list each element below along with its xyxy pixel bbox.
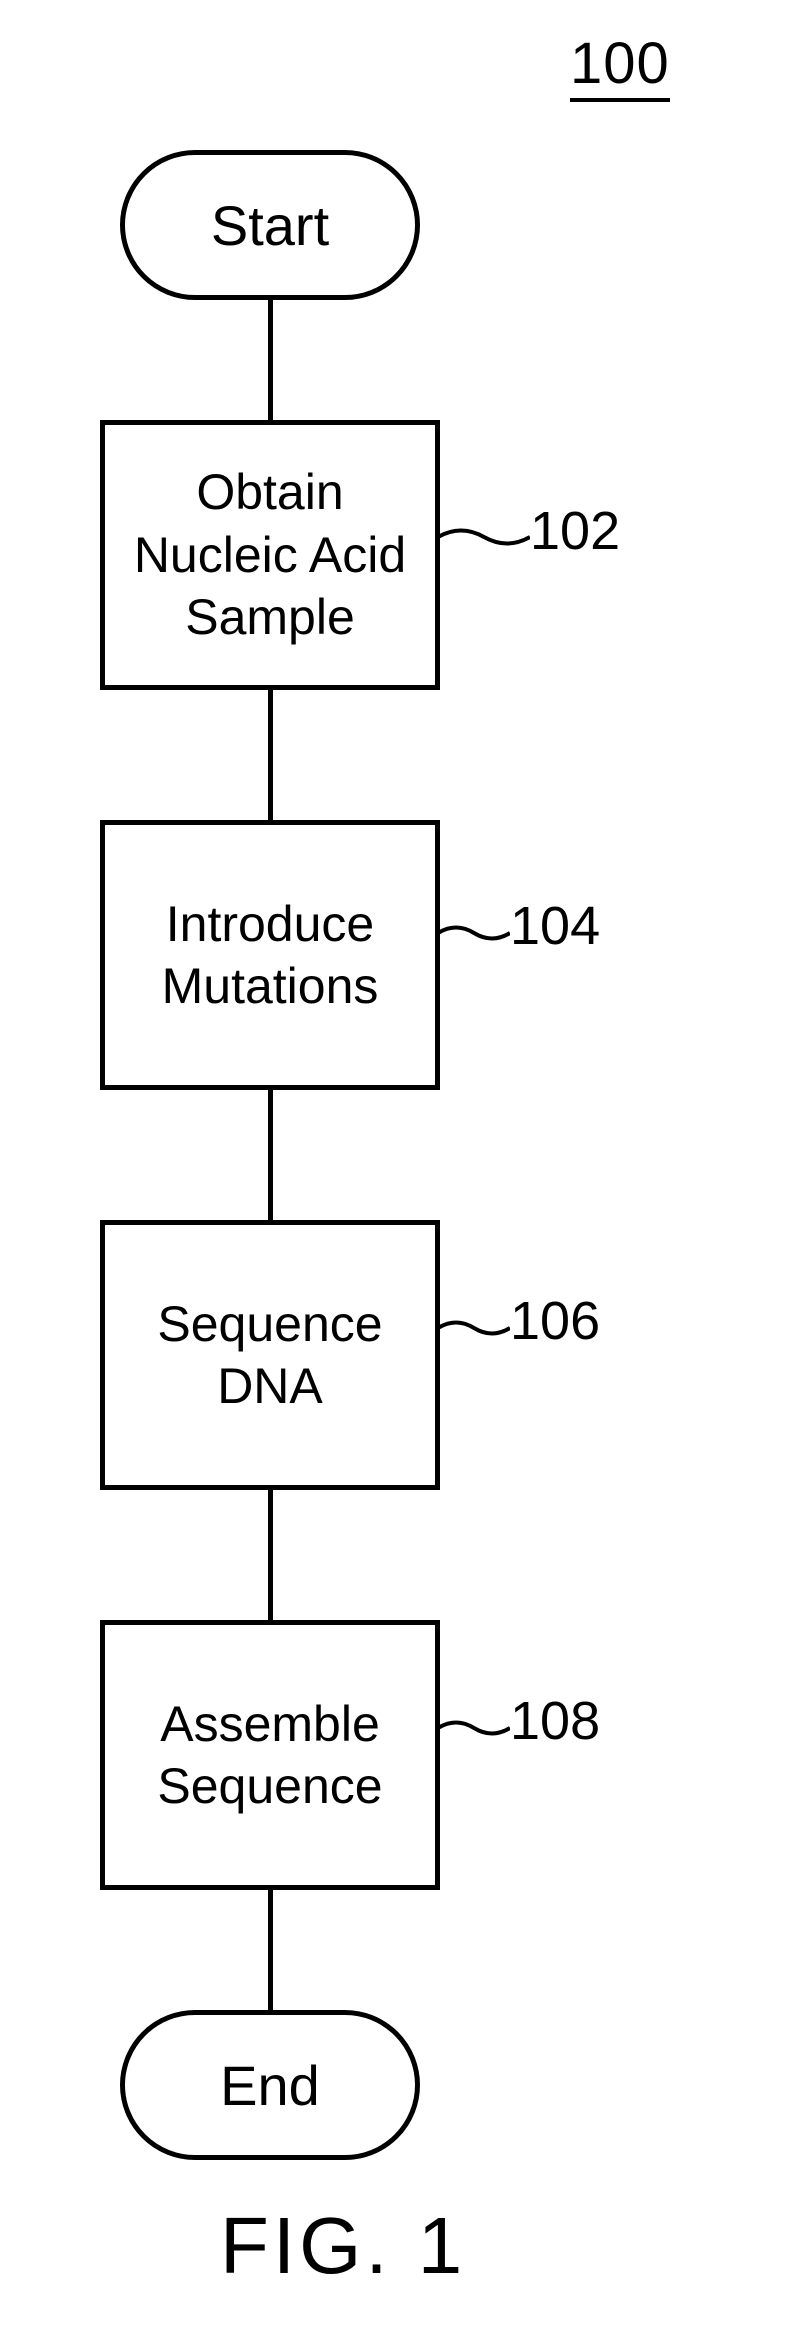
end-label: End xyxy=(220,2053,320,2118)
step4-line1: Assemble xyxy=(160,1696,380,1752)
ref-label-108: 108 xyxy=(510,1690,600,1752)
process-step-4: Assemble Sequence xyxy=(100,1620,440,1890)
step3-line2: DNA xyxy=(217,1358,323,1414)
ref-label-106: 106 xyxy=(510,1290,600,1352)
figure-number-text: 100 xyxy=(570,31,670,102)
squiggle-icon xyxy=(438,1715,510,1741)
figure-caption: FIG. 1 xyxy=(220,2200,466,2292)
ref-label-102: 102 xyxy=(530,500,620,562)
squiggle-icon xyxy=(438,920,510,946)
process-step-1: Obtain Nucleic Acid Sample xyxy=(100,420,440,690)
process-step-3: Sequence DNA xyxy=(100,1220,440,1490)
start-label: Start xyxy=(211,193,329,258)
step1-line1: Obtain xyxy=(196,464,343,520)
end-terminator: End xyxy=(120,2010,420,2160)
step3-line1: Sequence xyxy=(157,1296,382,1352)
step2-line1: Introduce xyxy=(166,896,374,952)
ref-label-104: 104 xyxy=(510,895,600,957)
ref-106-text: 106 xyxy=(510,1291,600,1351)
step4-line2: Sequence xyxy=(157,1758,382,1814)
flowchart: Start Obtain Nucleic Acid Sample Introdu… xyxy=(100,150,440,2160)
connector xyxy=(268,1090,273,1220)
figure-number: 100 xyxy=(570,30,670,97)
step2-line2: Mutations xyxy=(162,958,379,1014)
connector xyxy=(268,1890,273,2010)
ref-102-text: 102 xyxy=(530,501,620,561)
connector xyxy=(268,690,273,820)
connector xyxy=(268,1490,273,1620)
process-step-2: Introduce Mutations xyxy=(100,820,440,1090)
figure-caption-text: FIG. 1 xyxy=(220,2201,466,2290)
step1-line2: Nucleic Acid xyxy=(134,527,406,583)
ref-104-text: 104 xyxy=(510,896,600,956)
squiggle-icon xyxy=(438,1315,510,1341)
squiggle-icon xyxy=(438,522,530,552)
step1-line3: Sample xyxy=(185,589,355,645)
connector xyxy=(268,300,273,420)
ref-108-text: 108 xyxy=(510,1691,600,1751)
start-terminator: Start xyxy=(120,150,420,300)
